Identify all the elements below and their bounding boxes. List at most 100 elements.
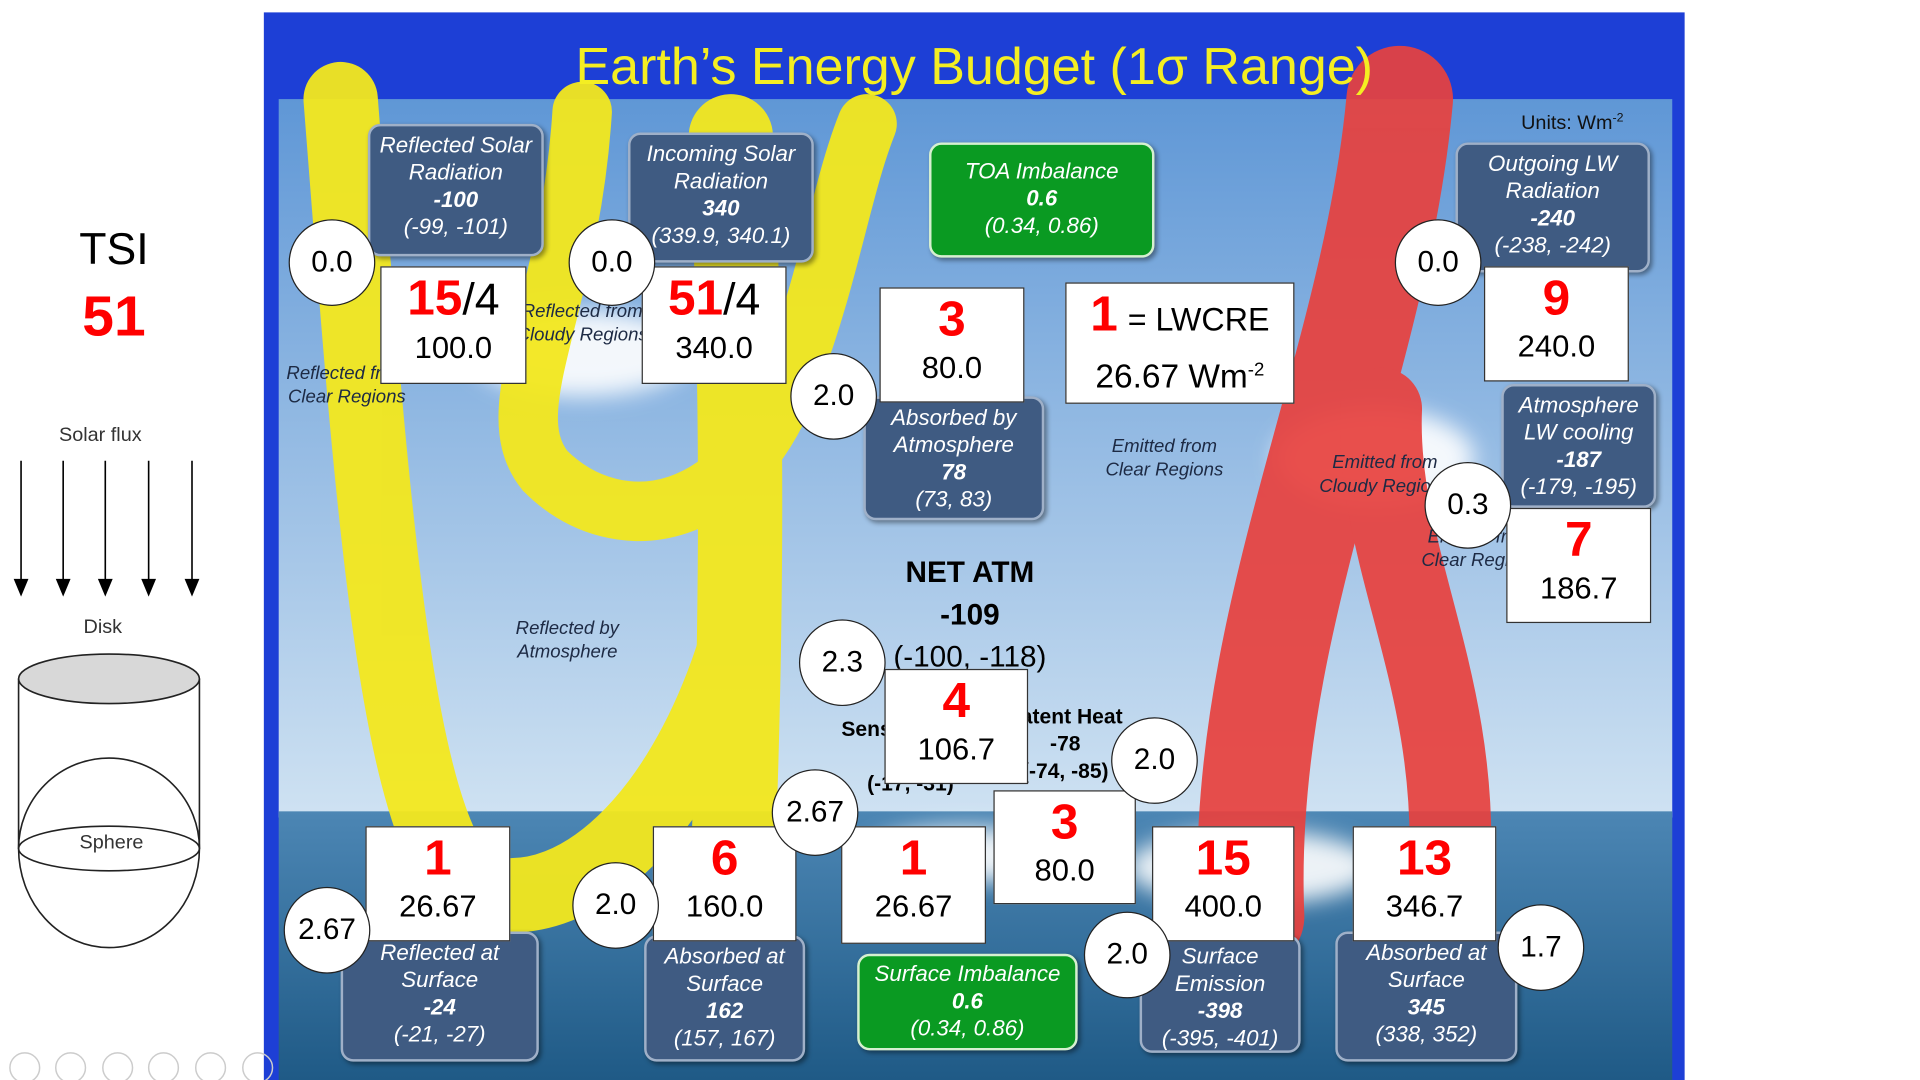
uncertainty-circle: 2.0 — [790, 353, 877, 440]
box-number: 1 — [899, 831, 928, 886]
box-number-row: 1 — [367, 830, 509, 887]
panel-line: (0.34, 0.86) — [910, 1015, 1025, 1041]
value-box: 1 26.67 — [841, 826, 987, 944]
imbalance-panel: TOA Imbalance 0.6 (0.34, 0.86) — [929, 142, 1155, 258]
flow-label: Emitted from Cloudy Regions — [1319, 451, 1450, 498]
panel-line: 340 — [702, 195, 740, 221]
flow-label-line: Cloudy Regions — [516, 324, 648, 346]
value-box: 15/4 100.0 — [380, 266, 527, 384]
box-value: 186.7 — [1539, 571, 1618, 606]
lwcre-value: 26.67 Wm — [1095, 357, 1248, 396]
panel-line: Surface — [1387, 967, 1465, 993]
box-number-row: 1 — [842, 830, 984, 887]
sphere-label: Sphere — [79, 832, 144, 854]
solar-flux-label: Solar flux — [59, 424, 142, 446]
box-number: 3 — [1050, 795, 1079, 850]
box-number: 1 — [424, 831, 452, 886]
panel-line: (0.34, 0.86) — [984, 213, 1099, 238]
panel-line: 162 — [706, 998, 744, 1024]
value-box: 6 160.0 — [652, 826, 797, 942]
title: Earth’s Energy Budget (1σ Range) — [575, 37, 1374, 96]
lwcre-text: = LWCRE — [1127, 301, 1270, 339]
box-number: 4 — [942, 673, 971, 729]
flux-panel: Absorbed at Surface 162 (157, 167) — [644, 935, 806, 1062]
box-value: 240.0 — [1517, 329, 1596, 365]
flow-label-line: Reflected by — [515, 618, 619, 640]
uncertainty-circle: 2.0 — [572, 862, 659, 949]
panel-line: Emission — [1174, 971, 1266, 996]
uncertainty-circle: 0.0 — [288, 219, 376, 306]
box-number: 6 — [710, 831, 739, 886]
panel-line: (-238, -242) — [1494, 232, 1611, 258]
box-number-row: 51/4 — [643, 270, 785, 328]
box-number: 15 — [407, 271, 463, 326]
panel-line: Atmosphere — [893, 432, 1014, 458]
flow-label: Reflected from Clear Regions — [286, 362, 407, 409]
box-number: 51 — [667, 271, 724, 326]
tsi-value: 51 — [82, 283, 146, 349]
panel-line: 78 — [941, 459, 967, 485]
box-number: 7 — [1564, 512, 1593, 568]
panel-line: (-21, -27) — [393, 1021, 486, 1047]
panel-line: 345 — [1407, 994, 1445, 1020]
panel-line: Reflected at — [380, 940, 500, 965]
slideshow-toolbar[interactable] — [9, 1052, 274, 1080]
panel-line: (73, 83) — [915, 486, 993, 512]
box-value: 80.0 — [1034, 853, 1095, 889]
panel-line: Reflected Solar — [379, 132, 533, 158]
panel-line: Absorbed by — [891, 405, 1017, 430]
net-atm: NET ATM -109 (-100, -118) — [893, 552, 1046, 678]
panel-line: -100 — [433, 187, 479, 212]
value-box: 15 400.0 — [1151, 826, 1295, 942]
solar-flux-arrows — [13, 460, 200, 597]
lwcre-row: 1 = LWCRE — [1067, 286, 1294, 348]
panel-line: -24 — [423, 994, 456, 1020]
heat-label-line: -78 — [1050, 732, 1081, 756]
box-value: 26.67 — [874, 889, 953, 925]
heat-label-line: (-74, -85) — [1021, 759, 1109, 783]
panel-line: Surface — [686, 971, 764, 996]
box-value: 346.7 — [1385, 889, 1464, 925]
panel-line: 0.6 — [951, 988, 983, 1014]
value-box: 9 240.0 — [1483, 266, 1629, 382]
box-suffix: /4 — [462, 273, 500, 325]
net-atm-line: -109 — [940, 598, 1000, 632]
flux-panel: Incoming Solar Radiation 340 (339.9, 340.1) — [628, 132, 814, 263]
net-atm-line: (-100, -118) — [893, 640, 1047, 674]
box-number: 9 — [1542, 271, 1571, 326]
box-number-row: 3 — [881, 291, 1023, 348]
panel-line: Atmosphere — [1518, 392, 1639, 418]
flow-label: Reflected by Atmosphere — [516, 617, 619, 664]
uncertainty-circle: 2.67 — [283, 886, 371, 974]
panel-line: -187 — [1556, 447, 1602, 472]
panel-line: 0.6 — [1026, 185, 1058, 211]
panel-line: Surface — [401, 967, 479, 993]
flow-label-line: Reflected from — [286, 362, 408, 384]
panel-line: (338, 352) — [1375, 1021, 1478, 1047]
units-text: Units: Wm — [1521, 113, 1613, 135]
tsi-label: TSI — [79, 222, 149, 274]
panel-line: Absorbed at — [664, 943, 785, 969]
panel-line: (-395, -401) — [1161, 1025, 1279, 1051]
box-value: 340.0 — [675, 330, 753, 366]
value-box: 51/4 340.0 — [641, 266, 787, 384]
panel-line: -398 — [1197, 998, 1243, 1024]
flux-panel: Atmosphere LW cooling -187 (-179, -195) — [1501, 383, 1657, 508]
uncertainty-circle: 0.0 — [1394, 219, 1482, 306]
value-box: 3 80.0 — [993, 790, 1136, 905]
uncertainty-circle: 2.0 — [1111, 717, 1198, 804]
box-number: 13 — [1396, 831, 1453, 886]
box-number-row: 13 — [1354, 830, 1495, 887]
value-box: 13 346.7 — [1352, 826, 1497, 942]
box-value: 80.0 — [921, 350, 983, 386]
disk-label: Disk — [83, 616, 123, 638]
box-number-row: 3 — [995, 794, 1135, 851]
units: Units: Wm-2 — [1521, 111, 1623, 135]
box-number: 3 — [938, 292, 966, 347]
uncertainty-circle: 0.0 — [568, 219, 656, 306]
box-number: 15 — [1195, 831, 1251, 886]
flow-label-line: Atmosphere — [517, 641, 618, 663]
